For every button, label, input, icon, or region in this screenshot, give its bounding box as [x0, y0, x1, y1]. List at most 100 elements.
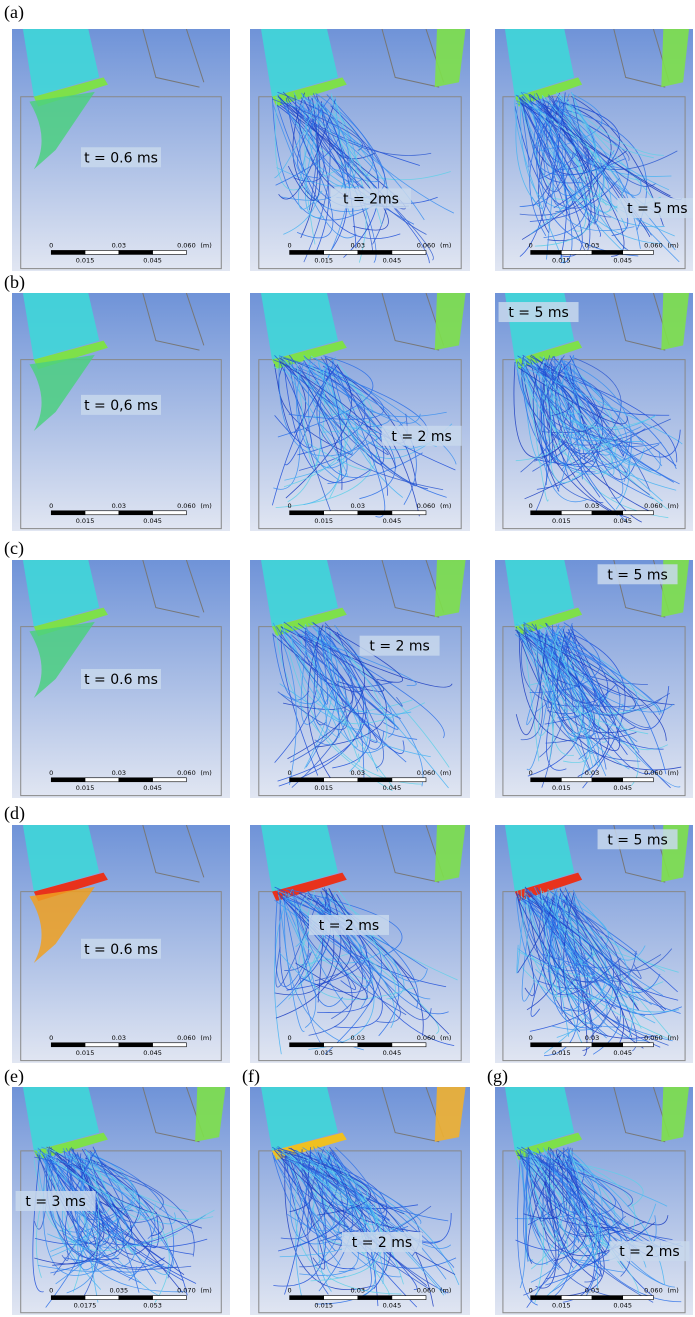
figure: (a)(b)(c)(d)(e)(f)(g)t = 0.6 ms00.030.06… — [0, 0, 695, 1317]
scale-segment — [119, 1043, 153, 1047]
scale-label: 0.045 — [383, 517, 402, 525]
scale-label: 0.060 — [177, 1034, 196, 1042]
scale-label: 0.070 — [177, 1287, 196, 1295]
scale-label: 0.035 — [110, 1287, 129, 1295]
scale-label: 0.045 — [613, 256, 632, 264]
scale-label: 0.03 — [112, 769, 126, 777]
panel-label: (e) — [4, 1066, 24, 1087]
scale-label: 0.060 — [417, 241, 436, 249]
scale-label: 0.015 — [314, 784, 333, 792]
panel-label: (a) — [4, 2, 24, 23]
scale-label: 0.03 — [351, 1287, 365, 1295]
scale-unit: (m) — [440, 1034, 451, 1042]
scale-segment — [561, 1043, 592, 1047]
scale-segment — [51, 1296, 85, 1300]
scale-unit: (m) — [440, 241, 451, 249]
scale-segment — [358, 511, 392, 515]
simulation-image: t = 2 ms 0 0.03 0.060 (m) 0.015 0.045 — [250, 293, 470, 531]
scale-label: 0.060 — [417, 769, 436, 777]
simulation-image: t = 5 ms00.030.060(m)0.0150.045 — [495, 293, 693, 531]
scale-segment — [592, 1296, 623, 1300]
scale-label: 0.015 — [552, 1302, 571, 1310]
scale-segment — [324, 1296, 358, 1300]
scale-segment — [85, 511, 119, 515]
time-label: t = 0.6 ms — [84, 150, 158, 166]
scale-label: 0.045 — [143, 784, 162, 792]
panel-label: (b) — [4, 272, 25, 293]
scale-segment — [623, 778, 654, 782]
scale-label: 0.015 — [552, 256, 571, 264]
time-label: t = 5 ms — [607, 567, 667, 583]
scale-segment — [85, 778, 119, 782]
scale-label: 0.015 — [76, 517, 95, 525]
scale-label: 0.060 — [177, 502, 196, 510]
time-label: t = 2ms — [343, 191, 399, 207]
scale-label: 0.060 — [644, 241, 663, 249]
simulation-image: t = 5 ms00.030.060(m)0.0150.045 — [495, 560, 693, 798]
scale-label: 0.045 — [383, 784, 402, 792]
scale-label: 0.060 — [417, 1034, 436, 1042]
scale-label: 0 — [49, 502, 53, 510]
scale-segment — [324, 778, 358, 782]
panel-label: (f) — [242, 1066, 260, 1087]
panel-label: (d) — [4, 803, 25, 824]
scale-segment — [623, 1296, 654, 1300]
scale-segment — [358, 1296, 392, 1300]
scale-unit: (m) — [440, 502, 451, 510]
scale-unit: (m) — [667, 1287, 678, 1295]
scale-label: 0.045 — [613, 1302, 632, 1310]
scale-unit: (m) — [667, 1034, 678, 1042]
scale-label: 0.045 — [143, 1049, 162, 1057]
time-label: t = 0.6 ms — [84, 942, 158, 958]
time-label: t = 5 ms — [607, 832, 667, 848]
scale-segment — [153, 778, 187, 782]
scale-segment — [324, 250, 358, 254]
scale-segment — [392, 778, 426, 782]
scale-label: 0 — [288, 241, 292, 249]
scale-segment — [623, 511, 654, 515]
scale-label: 0 — [529, 502, 533, 510]
scale-label: 0.053 — [143, 1302, 162, 1310]
scale-label: 0 — [288, 502, 292, 510]
scale-label: 0.03 — [351, 1034, 365, 1042]
scale-label: 0.045 — [383, 1302, 402, 1310]
scale-label: 0.03 — [112, 502, 126, 510]
scale-segment — [358, 778, 392, 782]
scale-label: 0.015 — [314, 1302, 333, 1310]
scale-label: 0.015 — [314, 517, 333, 525]
scale-label: 0.060 — [417, 502, 436, 510]
scale-segment — [358, 250, 392, 254]
scale-segment — [392, 1296, 426, 1300]
scale-segment — [623, 1043, 654, 1047]
simulation-image: t = 5 ms00.030.060(m)0.0150.045 — [495, 825, 693, 1063]
scale-unit: (m) — [200, 502, 211, 510]
scale-label: 0.045 — [143, 517, 162, 525]
scale-label: 0.015 — [552, 1049, 571, 1057]
scale-segment — [561, 778, 592, 782]
scale-segment — [51, 250, 85, 254]
scale-unit: (m) — [200, 241, 211, 249]
scale-label: 0 — [288, 769, 292, 777]
scale-segment — [392, 250, 426, 254]
simulation-image: t = 2 ms00.030.060(m)0.0150.045 — [495, 1087, 693, 1315]
time-label: t = 2 ms — [391, 429, 451, 445]
time-label: t = 5 ms — [627, 201, 687, 217]
scale-label: 0.045 — [383, 1049, 402, 1057]
time-label: t = 2 ms — [319, 918, 379, 934]
scale-unit: (m) — [667, 502, 678, 510]
scale-segment — [358, 1043, 392, 1047]
scale-unit: (m) — [440, 769, 451, 777]
scale-label: 0.060 — [644, 1034, 663, 1042]
panel-label: (g) — [487, 1066, 508, 1087]
scale-label: 0.060 — [177, 769, 196, 777]
scale-segment — [153, 250, 187, 254]
time-label: t = 5 ms — [508, 305, 568, 321]
scale-label: 0 — [49, 1034, 53, 1042]
scale-label: 0 — [49, 241, 53, 249]
scale-label: 0.015 — [76, 1049, 95, 1057]
scale-segment — [623, 250, 654, 254]
scale-segment — [324, 511, 358, 515]
scale-label: 0.03 — [351, 502, 365, 510]
